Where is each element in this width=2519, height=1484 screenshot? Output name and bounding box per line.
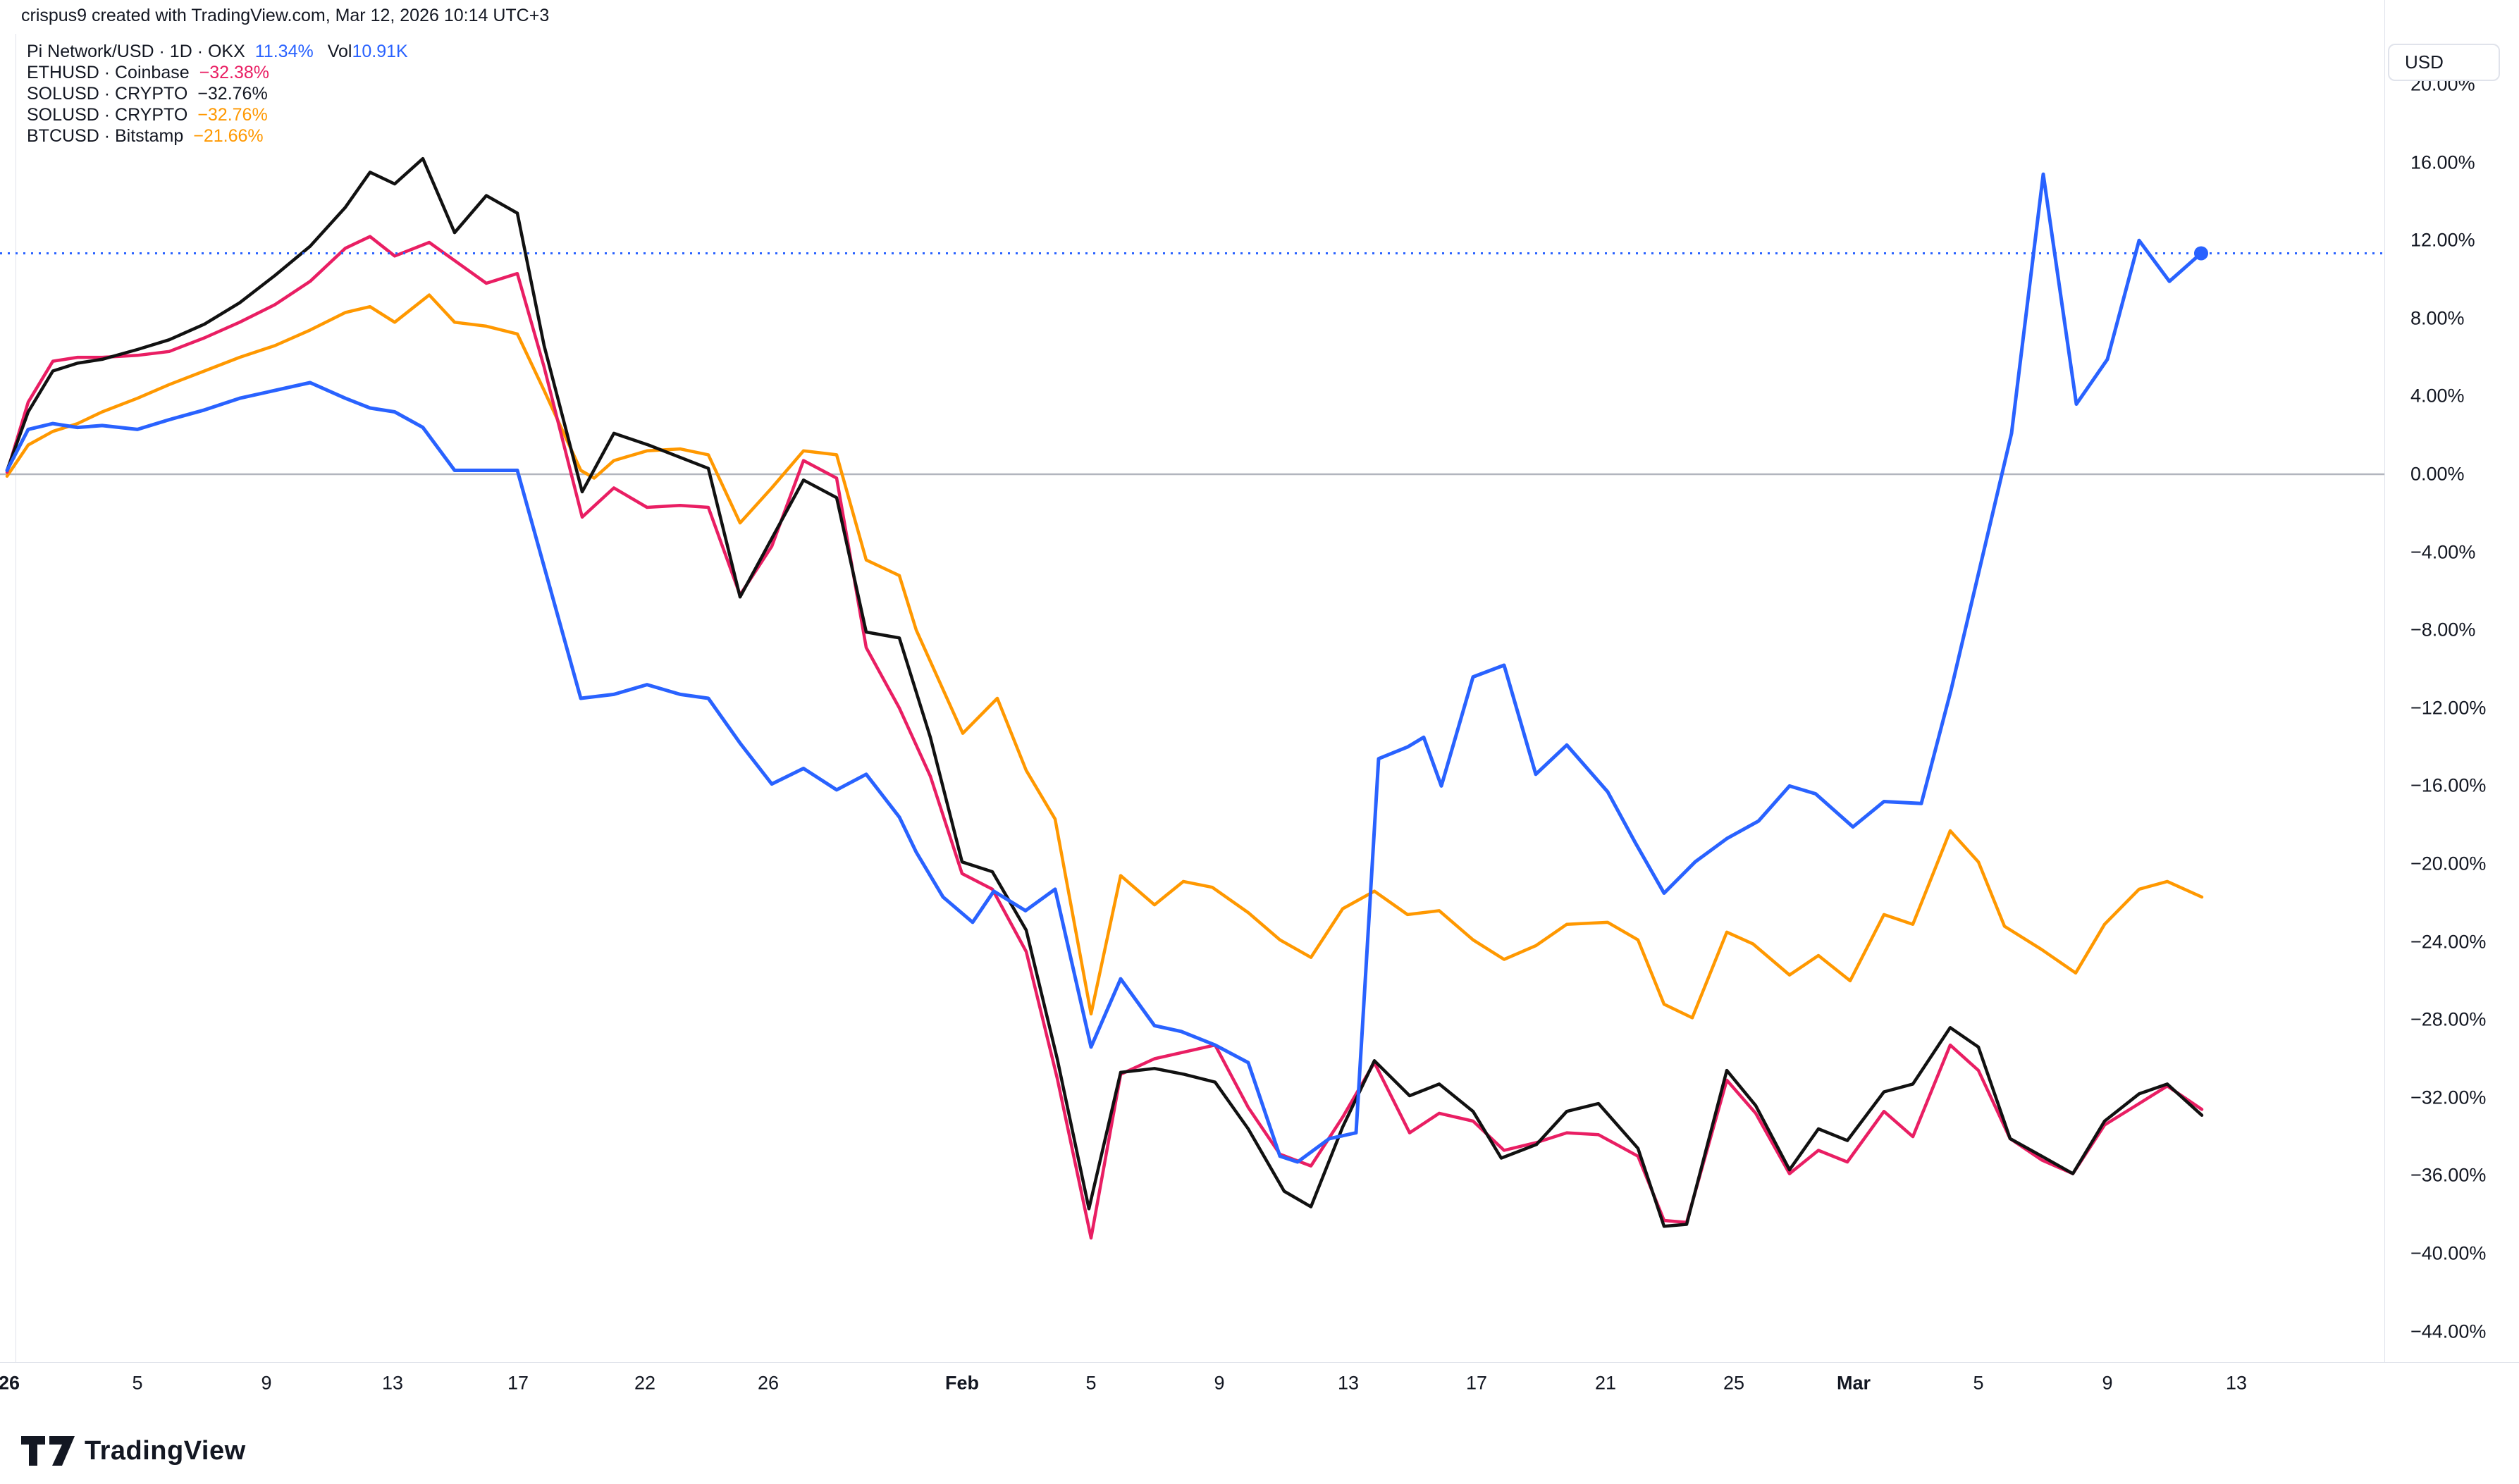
legend-change-value: −32.76% xyxy=(197,105,268,125)
legend-row-3[interactable]: SOLUSD · CRYPTO −32.76% xyxy=(27,104,408,125)
legend-row-4[interactable]: BTCUSD · Bitstamp −21.66% xyxy=(27,125,408,147)
series-line-pi-network-usd-okx[interactable] xyxy=(5,172,2203,1164)
price-axis-separator xyxy=(2384,0,2385,1362)
series-line-ethusd-coinbase[interactable] xyxy=(5,235,2204,1240)
last-price-dot xyxy=(2194,246,2208,261)
legend-change-value: −32.38% xyxy=(199,63,270,82)
series-line-btcusd-bitstamp[interactable] xyxy=(5,293,2204,1020)
legend-change-value: −32.76% xyxy=(197,84,268,104)
series-line-solusd-crypto[interactable] xyxy=(5,156,2204,1228)
legend-symbol-name: SOLUSD · CRYPTO xyxy=(27,84,188,104)
legend-change-value: 11.34% xyxy=(254,42,314,61)
currency-usd-button[interactable]: USD xyxy=(2388,44,2500,81)
legend-symbol-name: SOLUSD · CRYPTO xyxy=(27,105,188,125)
legend-vol-value: 10.91K xyxy=(352,42,408,61)
symbol-legend: Pi Network/USD · 1D · OKX 11.34% Vol10.91K… xyxy=(27,41,408,147)
legend-symbol-name: BTCUSD · Bitstamp xyxy=(27,126,184,146)
legend-symbol-name: Pi Network/USD · 1D · OKX xyxy=(27,42,245,61)
tradingview-logo-text: TradingView xyxy=(85,1435,246,1466)
legend-change-value: −21.66% xyxy=(193,126,264,146)
tradingview-logo[interactable]: TradingView xyxy=(21,1435,246,1467)
time-axis-separator xyxy=(0,1362,2519,1363)
attribution-text: crispus9 created with TradingView.com, M… xyxy=(21,6,550,25)
legend-symbol-name: ETHUSD · Coinbase xyxy=(27,63,190,82)
legend-row-2[interactable]: SOLUSD · CRYPTO −32.76% xyxy=(27,83,408,104)
legend-row-0[interactable]: Pi Network/USD · 1D · OKX 11.34% Vol10.91K xyxy=(27,41,408,62)
legend-vol-label: Vol xyxy=(327,42,352,61)
legend-row-1[interactable]: ETHUSD · Coinbase −32.38% xyxy=(27,62,408,83)
tradingview-logo-icon xyxy=(21,1436,75,1466)
